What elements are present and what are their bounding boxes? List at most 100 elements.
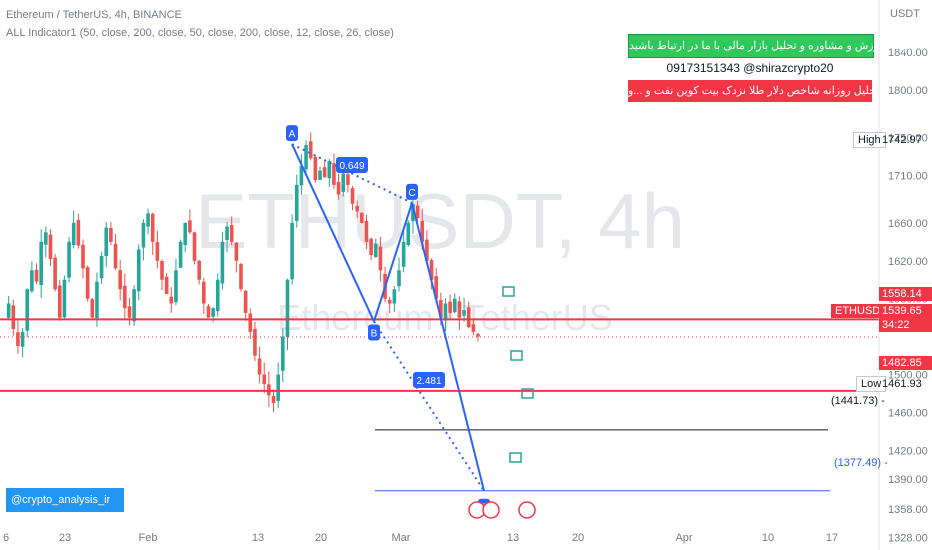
candle-body (183, 222, 188, 245)
candle-body (336, 181, 341, 195)
x-tick-label: Mar (392, 532, 411, 544)
candle-body (220, 241, 225, 284)
pattern-point-c: C (408, 188, 415, 199)
candle-body (34, 269, 39, 282)
level-1-value: 1558.14 (879, 287, 932, 301)
candle-body (95, 281, 99, 319)
ratio-line-ac (291, 143, 413, 204)
countdown: 34:22 (879, 318, 932, 332)
pattern-point-badge (286, 125, 298, 142)
candle-body (62, 279, 67, 318)
candle-body (76, 219, 81, 246)
candle-body (360, 212, 364, 223)
candle-body (420, 220, 425, 242)
x-tick-label: 20 (315, 532, 327, 544)
target-1-label: (1441.73) - (831, 395, 885, 407)
candle-body (39, 241, 43, 286)
candle-body (401, 241, 406, 267)
candle-body (322, 167, 327, 178)
candle-body (378, 246, 383, 271)
candle-body (229, 224, 234, 242)
x-tick-label: Feb (139, 532, 158, 544)
candle-body (471, 324, 476, 332)
ratio-badge (336, 157, 368, 173)
y-tick-label: 1750.00 (888, 133, 928, 145)
economic-event-icon (518, 501, 536, 519)
target-2-label: (1377.49) - (834, 457, 888, 469)
y-tick-label: 1500.00 (888, 370, 928, 382)
candle-body (146, 213, 150, 227)
candle-body (346, 174, 350, 185)
candle-body (248, 313, 253, 332)
candle-body (57, 285, 62, 318)
candle-body (364, 221, 369, 242)
y-tick-label: 1800.00 (888, 85, 928, 97)
indicator-line: ALL Indicator1 (50, close, 200, close, 5… (6, 27, 394, 39)
x-tick-label: 10 (762, 532, 774, 544)
candle-body (192, 232, 197, 261)
candle-body (299, 165, 304, 186)
candle-body (174, 270, 178, 303)
candle-body (71, 222, 76, 245)
pattern-leg (411, 202, 485, 491)
x-tick-label: 6 (3, 532, 9, 544)
y-tick-label: 1710.00 (888, 170, 928, 182)
candle-body (392, 289, 397, 304)
pattern-point-a: A (289, 129, 296, 140)
candle-body (434, 276, 438, 299)
pattern-point-badge (368, 324, 380, 341)
pattern-point-badge (406, 183, 418, 200)
candle-body (90, 299, 95, 318)
candle-body (202, 281, 206, 304)
low-label: Low (856, 376, 887, 392)
ratio-badge (413, 372, 445, 388)
high-label: High (853, 132, 886, 148)
candle-body (211, 308, 215, 317)
candle-body (136, 249, 141, 292)
candle-body (429, 260, 434, 280)
candle-body (141, 222, 146, 248)
candle-body (425, 239, 429, 261)
candle-body (118, 270, 122, 290)
x-tick-label: 23 (59, 532, 71, 544)
low-value: 1461.93 (882, 378, 922, 390)
candle-body (406, 222, 411, 245)
candle-body (411, 203, 415, 222)
candle-body (178, 241, 183, 268)
candle-body (239, 263, 243, 290)
candle-body (313, 157, 318, 181)
candle-body (30, 270, 34, 292)
target-flag-icon (502, 286, 515, 297)
ticker-label: ETHUSDT (831, 304, 891, 318)
last-price-value: 1539.65 (879, 304, 932, 318)
promo-green-banner: جهت آموزش و مشاوره و تحلیل بازار مالی با… (628, 34, 914, 58)
y-tick-label: 1358.00 (888, 504, 928, 516)
candle-body (197, 260, 201, 280)
candle-body (16, 332, 20, 347)
candle-body (369, 238, 373, 256)
ratio-line-bd (373, 320, 485, 492)
y-tick-label: 1620.00 (888, 256, 928, 268)
candle-body (308, 141, 313, 159)
y-tick-label: 1390.00 (888, 474, 928, 486)
candle-body (281, 336, 285, 371)
candle-body (164, 276, 169, 294)
candle-body (169, 296, 174, 304)
candle-body (466, 307, 471, 328)
y-tick-label: 1460.00 (888, 408, 928, 420)
promo-red-banner: تحلیل روزانه شاخص دلار طلا نزدک بیت کوین… (628, 80, 879, 102)
candle-body (25, 289, 30, 331)
candle-body (81, 244, 85, 269)
candle-body (104, 227, 109, 257)
currency-label: USDT (890, 8, 920, 20)
candle-body (99, 256, 104, 279)
candle-body (318, 170, 322, 180)
candle-body (262, 374, 267, 385)
candle-body (387, 299, 392, 304)
symbol-title: Ethereum / TetherUS, 4h, BINANCE (6, 9, 182, 21)
candle-body (457, 301, 462, 318)
candle-body (123, 285, 127, 309)
x-tick-label: 17 (826, 532, 838, 544)
channel-handle: @crypto_analysis_ir (6, 488, 124, 512)
